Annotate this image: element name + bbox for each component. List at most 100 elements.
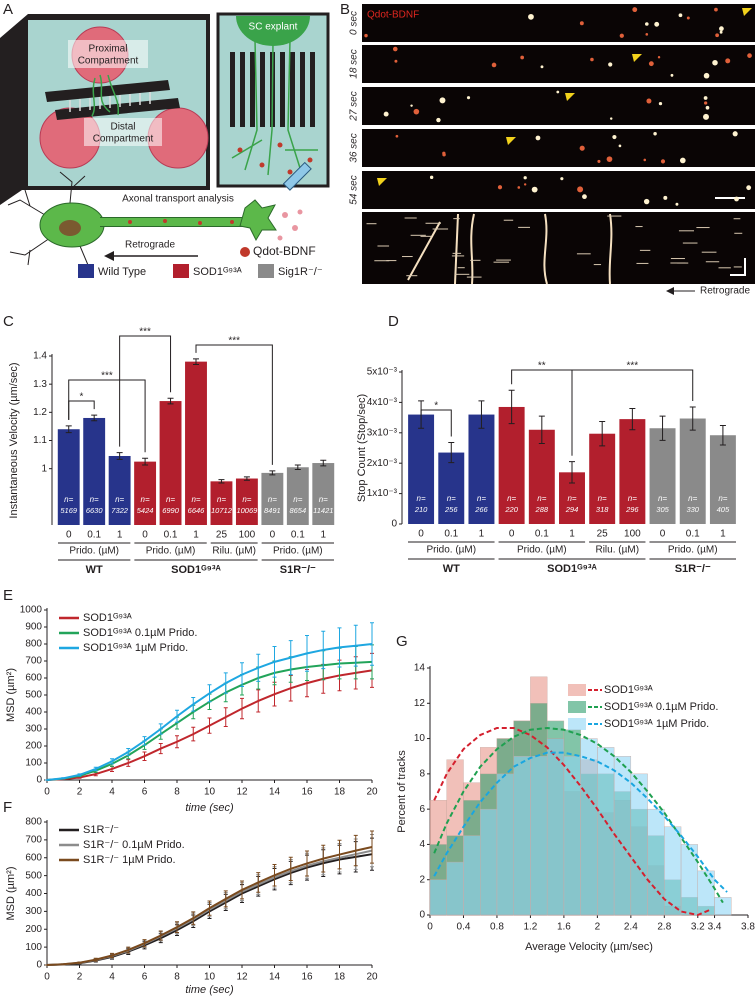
bar bbox=[57, 429, 80, 525]
bar bbox=[438, 452, 465, 524]
y-tick-label: 700 bbox=[25, 835, 42, 846]
panel-label: C bbox=[3, 313, 14, 330]
vesicle bbox=[658, 101, 663, 106]
barrier bbox=[55, 98, 180, 120]
dendrites bbox=[7, 171, 89, 266]
vesicle bbox=[618, 144, 622, 148]
y-axis-label: MSD (µm²) bbox=[5, 867, 17, 921]
x-tick-label: 3.2 bbox=[691, 922, 705, 933]
x-tick-label: 100 bbox=[239, 530, 256, 541]
count-prefix: n= bbox=[293, 495, 302, 504]
vesicle bbox=[714, 7, 718, 12]
bar bbox=[286, 467, 309, 525]
vesicle bbox=[410, 104, 413, 107]
y-axis-label: Instantaneous Velocity (µm/sec) bbox=[8, 362, 20, 518]
error-bar bbox=[167, 397, 174, 405]
legend-label: SOD1ᴳ⁹³ᴬ bbox=[604, 684, 653, 696]
x-tick-label: 25 bbox=[597, 529, 609, 540]
y-tick-label: 0 bbox=[391, 519, 397, 530]
y-tick-label: 1.1 bbox=[33, 435, 47, 446]
y-tick-label: 1.4 bbox=[33, 351, 47, 362]
fit-curve bbox=[433, 751, 728, 893]
y-tick-label: 500 bbox=[25, 870, 42, 881]
count-prefix: n= bbox=[447, 494, 456, 503]
error-bar bbox=[294, 464, 301, 471]
compartment-label: Compartment bbox=[78, 56, 139, 67]
x-tick-label: 12 bbox=[236, 787, 248, 798]
vesicle bbox=[663, 195, 668, 200]
vesicle bbox=[520, 55, 525, 60]
vesicle bbox=[394, 59, 398, 63]
vesicle bbox=[719, 30, 723, 34]
legend-label: Wild Type bbox=[98, 266, 146, 278]
histogram-bar bbox=[446, 861, 464, 916]
fit-curve bbox=[433, 726, 724, 904]
bar bbox=[108, 455, 131, 525]
x-tick-label: 6 bbox=[142, 787, 148, 798]
vesicle bbox=[497, 185, 503, 190]
x-tick-label: 1 bbox=[720, 529, 726, 540]
y-tick-label: 100 bbox=[25, 942, 42, 953]
histogram-bar bbox=[496, 773, 514, 916]
qdot-label: Qdot-BDNF bbox=[253, 244, 316, 258]
vesicle bbox=[439, 97, 446, 104]
count-prefix: n= bbox=[537, 494, 546, 503]
vesicle bbox=[705, 105, 710, 110]
y-tick-label: 800 bbox=[25, 639, 42, 650]
treatment-label: Rilu. (µM) bbox=[212, 546, 256, 557]
direction-label: Retrograde bbox=[700, 286, 750, 297]
qdots bbox=[237, 142, 313, 175]
y-tick-label: 300 bbox=[25, 724, 42, 735]
count-prefix: n= bbox=[141, 495, 150, 504]
count-label: 318 bbox=[596, 505, 609, 514]
count-prefix: n= bbox=[718, 494, 727, 503]
legend-swatch bbox=[568, 701, 586, 713]
significance-label: *** bbox=[101, 371, 113, 382]
bar bbox=[468, 414, 495, 524]
x-tick-label: 16 bbox=[301, 972, 313, 983]
treatment-label: Prido. (µM) bbox=[517, 545, 567, 556]
vesicle bbox=[657, 56, 661, 59]
x-tick-label: 0 bbox=[142, 530, 148, 541]
qdot-cloud bbox=[277, 209, 303, 241]
x-tick-label: 0 bbox=[509, 529, 515, 540]
x-axis-label: Average Velocity (µm/sec) bbox=[525, 941, 653, 953]
genotype-label: S1R⁻/⁻ bbox=[675, 563, 711, 575]
compartment-label: Compartment bbox=[93, 134, 154, 145]
panel-label: G bbox=[396, 633, 408, 650]
count-prefix: n= bbox=[90, 495, 99, 504]
vesicle bbox=[606, 156, 613, 163]
bar bbox=[261, 472, 284, 525]
count-prefix: n= bbox=[658, 494, 667, 503]
y-tick-label: 700 bbox=[25, 656, 42, 667]
bar bbox=[159, 401, 182, 525]
legend-swatch bbox=[78, 264, 94, 278]
x-tick-label: 8 bbox=[174, 787, 180, 798]
error-bar bbox=[116, 452, 123, 460]
vesicle bbox=[523, 183, 527, 186]
legend-swatch bbox=[568, 684, 586, 696]
panel-label: D bbox=[388, 313, 399, 330]
series-line bbox=[46, 643, 373, 781]
frame-label: 0 sec bbox=[349, 11, 360, 35]
x-tick-label: 2 bbox=[77, 787, 83, 798]
y-tick-label: 1000 bbox=[20, 605, 43, 616]
fit-curve bbox=[433, 726, 711, 917]
count-prefix: n= bbox=[598, 494, 607, 503]
count-prefix: n= bbox=[507, 494, 516, 503]
vesicle bbox=[654, 21, 660, 27]
x-tick-label: 0.1 bbox=[686, 529, 700, 540]
x-tick-label: 14 bbox=[269, 972, 281, 983]
significance-label: * bbox=[80, 392, 84, 403]
x-tick-label: 0.1 bbox=[87, 530, 101, 541]
y-tick-label: 0 bbox=[36, 960, 42, 971]
y-tick-label: 800 bbox=[25, 817, 42, 828]
count-prefix: n= bbox=[217, 495, 226, 504]
count-label: 8654 bbox=[289, 506, 306, 515]
vesicle bbox=[531, 186, 538, 193]
bar bbox=[408, 414, 435, 524]
vesicle bbox=[560, 177, 564, 181]
legend-swatch bbox=[568, 718, 586, 730]
vesicle bbox=[597, 159, 601, 163]
